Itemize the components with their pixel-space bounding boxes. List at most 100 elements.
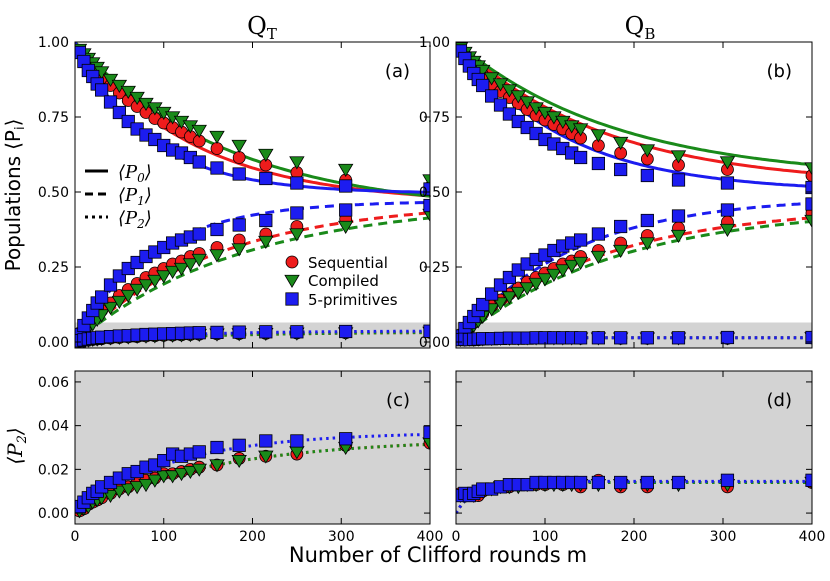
data-point [111, 295, 128, 309]
fit-curve [456, 479, 812, 514]
data-point [95, 290, 109, 304]
data-point [719, 223, 736, 237]
plot-area [75, 425, 430, 519]
data-point [192, 445, 206, 459]
data-point [591, 156, 606, 171]
data-point [519, 282, 535, 296]
data-point [258, 450, 274, 464]
panel-label: (b) [767, 61, 792, 82]
x-tick-label: 100 [150, 529, 177, 545]
data-point [476, 78, 490, 93]
data-point [209, 459, 225, 473]
data-point [590, 129, 607, 143]
data-point [289, 228, 305, 242]
data-point [231, 139, 247, 153]
data-point [103, 95, 118, 109]
legend-label-primitives: 5-primitives [308, 291, 398, 309]
data-point [120, 483, 136, 497]
data-point [290, 325, 304, 339]
x-tick-label: 0 [452, 529, 461, 545]
data-point [804, 162, 812, 176]
data-point [339, 324, 353, 339]
data-point [259, 434, 273, 448]
data-point [614, 162, 628, 177]
y-tick-label: 0.04 [38, 419, 69, 435]
data-point [640, 213, 654, 228]
data-point [232, 218, 246, 232]
data-point [528, 277, 544, 291]
data-point [210, 440, 224, 455]
y-tick-label: 0.00 [38, 506, 69, 522]
data-point [339, 179, 353, 193]
data-point [590, 250, 607, 264]
data-point [614, 219, 628, 234]
data-point [671, 209, 686, 223]
data-point [120, 289, 136, 303]
legend-label-compiled: Compiled [308, 272, 379, 290]
data-point [510, 286, 526, 300]
legend-label-p2: ⟨P2⟩ [118, 208, 152, 231]
panel-c: 0 100 200 300 400 0.00 0.02 0.04 0.06 (c) [38, 370, 443, 545]
plot-area [456, 42, 812, 348]
data-point [192, 227, 206, 241]
data-point [422, 437, 430, 451]
data-point [339, 203, 353, 217]
data-point [591, 331, 606, 345]
shaded-band [75, 371, 430, 524]
data-point [614, 331, 628, 345]
data-point [147, 474, 163, 488]
data-point [210, 325, 224, 340]
line-style-legend: ⟨P0⟩ ⟨P1⟩ ⟨P2⟩ [85, 162, 152, 231]
data-point [232, 325, 246, 339]
y-tick-label: 0.50 [419, 185, 450, 201]
data-point [719, 156, 736, 170]
x-tick-label: 300 [328, 529, 355, 545]
x-tick-label: 200 [239, 529, 266, 545]
data-point [639, 237, 656, 251]
data-point [639, 144, 656, 158]
x-tick-label: 200 [621, 529, 648, 545]
panel-label: (c) [386, 390, 410, 411]
data-point [259, 213, 273, 228]
y-tick-label: 0.50 [38, 185, 69, 201]
x-tick-label: 400 [799, 529, 826, 545]
data-point [102, 301, 119, 315]
data-point [612, 244, 629, 258]
data-point [259, 171, 273, 186]
panel-label: (a) [385, 61, 410, 82]
data-point [612, 136, 629, 150]
data-point [290, 434, 304, 448]
data-point [232, 438, 246, 452]
marker-legend: Sequential Compiled 5-primitives [284, 254, 398, 309]
data-point [191, 124, 207, 138]
data-point [290, 206, 304, 220]
data-point [129, 283, 145, 297]
data-point [555, 264, 571, 278]
y-axis-label-p2: ⟨P2⟩ [3, 427, 30, 464]
data-point [339, 432, 353, 446]
data-point [574, 331, 588, 345]
y-tick-label: 0.00 [38, 335, 69, 351]
legend-label-p1: ⟨P1⟩ [118, 185, 152, 208]
x-tick-label: 100 [532, 529, 559, 545]
data-point [591, 475, 606, 490]
data-point [492, 297, 509, 311]
data-point [574, 150, 588, 165]
fit-curve [456, 219, 812, 344]
data-point [574, 475, 588, 490]
data-point [574, 233, 588, 247]
data-point [209, 130, 225, 144]
data-point [173, 468, 190, 482]
fit-curve [75, 211, 430, 344]
data-point [209, 249, 225, 263]
data-point [191, 463, 207, 477]
plot-area [75, 42, 430, 348]
data-point [210, 161, 224, 175]
data-point [501, 291, 518, 305]
data-point [232, 151, 246, 164]
y-tick-label: 0.06 [38, 375, 69, 391]
data-point [614, 475, 628, 490]
data-point [138, 279, 154, 293]
data-point [337, 220, 354, 234]
